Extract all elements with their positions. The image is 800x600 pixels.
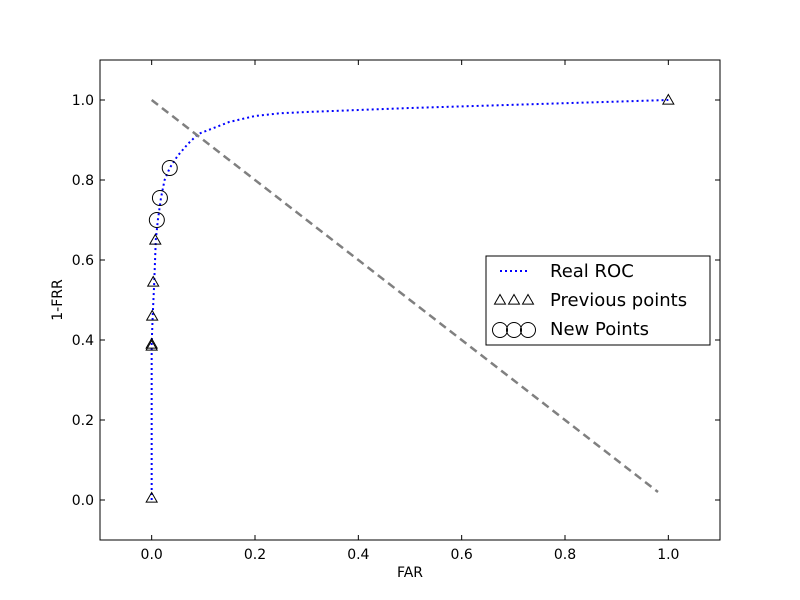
plot-content	[145, 93, 675, 503]
previous-point-1	[145, 339, 159, 351]
previous-point-6	[661, 93, 675, 105]
legend-label-2: New Points	[550, 319, 649, 340]
new-point-0	[148, 212, 165, 228]
x-tick-label-1: 0.2	[244, 547, 266, 563]
legend-swatch-new-2	[520, 322, 536, 338]
legend-box	[485, 255, 711, 346]
previous-point-3	[145, 309, 159, 321]
legend-label-1: Previous points	[550, 290, 687, 311]
legend: Real ROC Previous points New Points	[485, 255, 711, 346]
previous-point-4	[146, 275, 160, 287]
series-line-real-roc	[150, 99, 669, 500]
x-tick-label-3: 0.6	[451, 547, 473, 563]
x-tick-label-0: 0.0	[141, 547, 163, 563]
y-tick-label-0: 0.0	[72, 493, 94, 509]
legend-label-0: Real ROC	[550, 261, 634, 282]
previous-point-5	[148, 233, 162, 245]
legend-swatch-new-0	[492, 322, 508, 338]
legend-swatch-previous-0	[493, 293, 507, 305]
x-axis-label: FAR	[397, 565, 423, 581]
y-tick-label-2: 0.4	[72, 333, 94, 349]
previous-point-2	[145, 337, 159, 349]
y-tick-label-4: 0.8	[72, 173, 94, 189]
x-tick-label-4: 0.8	[554, 547, 576, 563]
legend-swatch-previous-2	[521, 293, 535, 305]
new-point-1	[151, 190, 168, 206]
y-tick-label-1: 0.2	[72, 413, 94, 429]
axes: 0.0 0.2 0.4 0.6 0.8 1.0 0.0 0.2 0.4 0.6 0.8 1.0	[72, 60, 720, 563]
new-point-2	[161, 160, 178, 176]
x-tick-label-5: 1.0	[657, 547, 679, 563]
previous-point-0	[145, 491, 159, 503]
y-axis-label: 1-FRR	[50, 279, 66, 321]
legend-swatch-previous-1	[507, 293, 521, 305]
x-tick-label-2: 0.4	[347, 547, 369, 563]
plot-frame	[99, 59, 721, 541]
legend-swatch-new-1	[506, 322, 522, 338]
y-tick-label-5: 1.0	[72, 93, 94, 109]
y-tick-label-3: 0.6	[72, 253, 94, 269]
diagonal-line	[150, 99, 659, 493]
